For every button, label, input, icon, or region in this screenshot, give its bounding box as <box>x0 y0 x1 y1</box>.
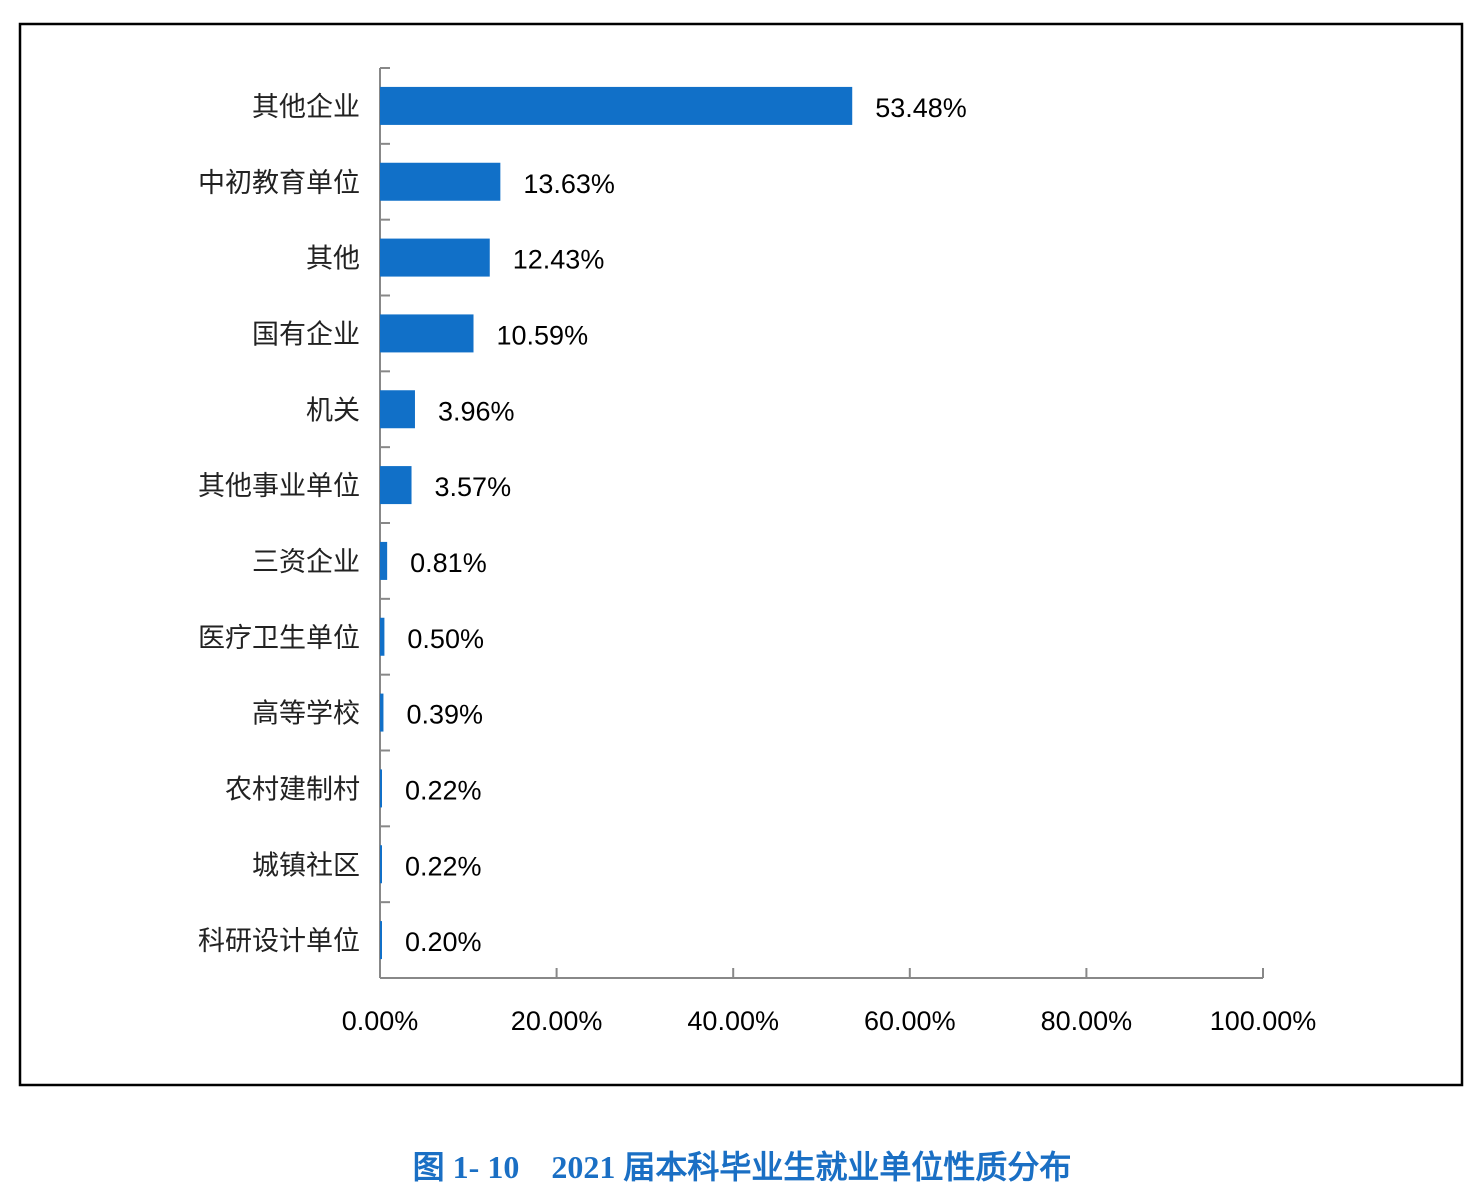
data-label: 0.81% <box>410 548 487 578</box>
x-tick-label: 40.00% <box>687 1006 779 1036</box>
data-label: 0.39% <box>406 700 483 730</box>
bar <box>380 921 382 960</box>
category-label: 其他企业 <box>252 92 360 123</box>
data-label: 13.63% <box>523 169 615 199</box>
data-label: 10.59% <box>497 320 589 350</box>
category-label: 农村建制村 <box>225 774 360 805</box>
bar <box>380 390 415 429</box>
category-label: 医疗卫生单位 <box>198 623 360 654</box>
data-label: 0.20% <box>405 927 482 957</box>
bar <box>380 617 385 656</box>
data-label: 0.22% <box>405 851 482 881</box>
x-tick-label: 100.00% <box>1210 1006 1317 1036</box>
figure-caption: 图 1- 10 2021 届本科毕业生就业单位性质分布 <box>413 1149 1072 1185</box>
data-label: 3.57% <box>435 472 512 502</box>
category-label: 中初教育单位 <box>198 168 360 199</box>
x-tick-label: 0.00% <box>342 1006 419 1036</box>
bar <box>380 693 384 732</box>
category-label: 高等学校 <box>252 699 360 730</box>
category-label: 科研设计单位 <box>198 926 360 957</box>
x-tick-label: 80.00% <box>1041 1006 1133 1036</box>
x-tick-label: 60.00% <box>864 1006 956 1036</box>
data-label: 53.48% <box>875 93 967 123</box>
category-label: 三资企业 <box>252 547 360 578</box>
chart-frame <box>18 22 1464 1087</box>
bar <box>380 466 412 505</box>
data-label: 12.43% <box>513 245 605 275</box>
category-label: 其他 <box>306 244 360 275</box>
category-label: 其他事业单位 <box>198 471 360 502</box>
bar <box>380 845 382 884</box>
data-label: 3.96% <box>438 396 515 426</box>
x-tick-label: 20.00% <box>511 1006 603 1036</box>
category-label: 国有企业 <box>252 319 360 350</box>
bar <box>380 769 382 808</box>
category-label: 机关 <box>306 395 360 426</box>
bar <box>380 238 490 277</box>
bar <box>380 162 501 201</box>
bar <box>380 541 388 580</box>
data-label: 0.22% <box>405 775 482 805</box>
bar <box>380 314 474 353</box>
category-label: 城镇社区 <box>252 850 360 881</box>
data-label: 0.50% <box>407 624 484 654</box>
bar <box>380 86 853 125</box>
